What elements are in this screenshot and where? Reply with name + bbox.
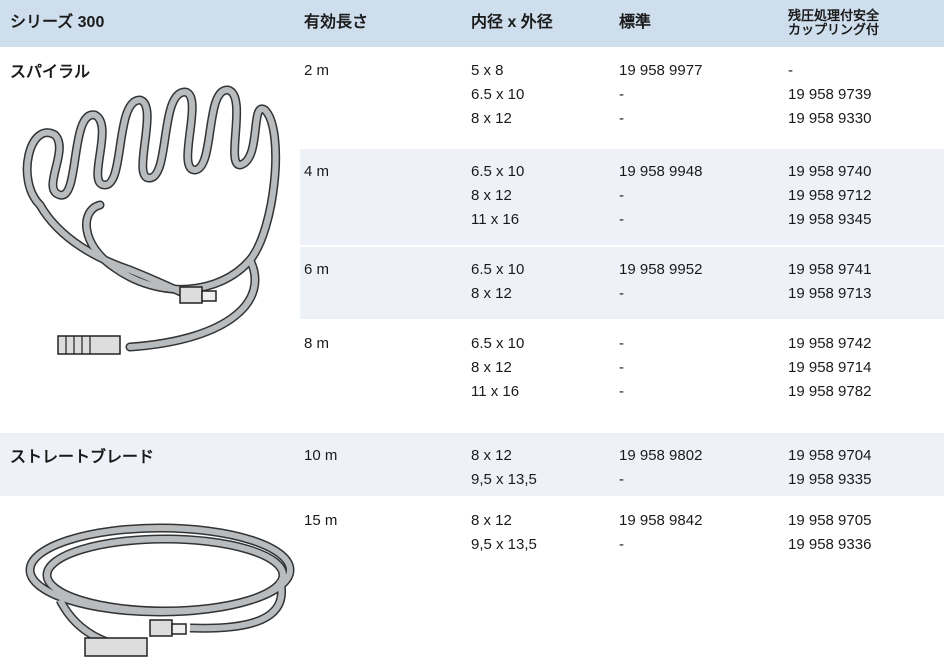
standard-cell: - [619, 211, 624, 228]
safety-cell: 19 958 9739 [788, 86, 872, 103]
sizes-cell: 8 x 12 [471, 110, 512, 127]
standard-cell: 19 958 9948 [619, 163, 703, 180]
safety-cell: - [788, 62, 793, 79]
header-cell: 有効長さ [304, 14, 369, 31]
sizes-cell: 6.5 x 10 [471, 335, 525, 352]
header-cell: 標準 [619, 14, 652, 31]
sizes-cell: 9,5 x 13,5 [471, 471, 537, 488]
header-cell: 内径 x 外径 [471, 14, 553, 31]
safety-cell: 19 958 9712 [788, 187, 872, 204]
safety-cell: 19 958 9335 [788, 471, 872, 488]
sizes-cell: 11 x 16 [471, 211, 520, 228]
safety-cell: 19 958 9336 [788, 536, 872, 553]
standard-cell: - [619, 335, 624, 352]
safety-cell: 19 958 9713 [788, 285, 872, 302]
sizes-cell: 8 x 12 [471, 447, 512, 464]
row-bg [0, 433, 944, 496]
safety-cell: 19 958 9345 [788, 211, 872, 228]
length-cell: 10 m [304, 447, 338, 464]
length-cell: 15 m [304, 512, 338, 529]
sizes-cell: 6.5 x 10 [471, 163, 525, 180]
sizes-cell: 9,5 x 13,5 [471, 536, 537, 553]
hose-illustrations [22, 85, 295, 657]
standard-cell: - [619, 285, 624, 302]
standard-cell: - [619, 86, 624, 103]
length-cell: 6 m [304, 261, 330, 278]
header-cell: 残圧処理付安全 [788, 8, 880, 23]
length-cell: 8 m [304, 335, 330, 352]
sizes-cell: 8 x 12 [471, 285, 512, 302]
sizes-cell: 6.5 x 10 [471, 261, 525, 278]
standard-cell: 19 958 9802 [619, 447, 703, 464]
standard-cell: - [619, 110, 624, 127]
safety-cell: 19 958 9330 [788, 110, 872, 127]
length-cell: 2 m [304, 62, 330, 79]
standard-cell: 19 958 9952 [619, 261, 703, 278]
standard-cell: - [619, 359, 624, 376]
sizes-cell: 8 x 12 [471, 512, 512, 529]
header-cell: シリーズ 300 [10, 14, 105, 31]
row-bg [300, 149, 944, 245]
safety-cell: 19 958 9740 [788, 163, 872, 180]
standard-cell: - [619, 471, 624, 488]
standard-cell: 19 958 9977 [619, 62, 703, 79]
standard-cell: - [619, 383, 624, 400]
row-bg [300, 247, 944, 319]
sizes-cell: 11 x 16 [471, 383, 520, 400]
standard-cell: 19 958 9842 [619, 512, 703, 529]
safety-cell: 19 958 9704 [788, 447, 872, 464]
safety-cell: 19 958 9741 [788, 261, 872, 278]
sizes-cell: 6.5 x 10 [471, 86, 525, 103]
sizes-cell: 5 x 8 [471, 62, 504, 79]
standard-cell: - [619, 187, 624, 204]
straight-hose [25, 523, 295, 657]
header-bg [0, 0, 944, 47]
group-label: スパイラル [10, 64, 91, 81]
spiral-hose [22, 85, 281, 355]
standard-cell: - [619, 536, 624, 553]
group-label: ストレートブレード [10, 449, 155, 466]
safety-cell: 19 958 9714 [788, 359, 872, 376]
sizes-cell: 8 x 12 [471, 187, 512, 204]
safety-cell: 19 958 9782 [788, 383, 872, 400]
header-cell: カップリング付 [788, 22, 880, 37]
length-cell: 4 m [304, 163, 330, 180]
safety-cell: 19 958 9742 [788, 335, 872, 352]
safety-cell: 19 958 9705 [788, 512, 872, 529]
sizes-cell: 8 x 12 [471, 359, 512, 376]
